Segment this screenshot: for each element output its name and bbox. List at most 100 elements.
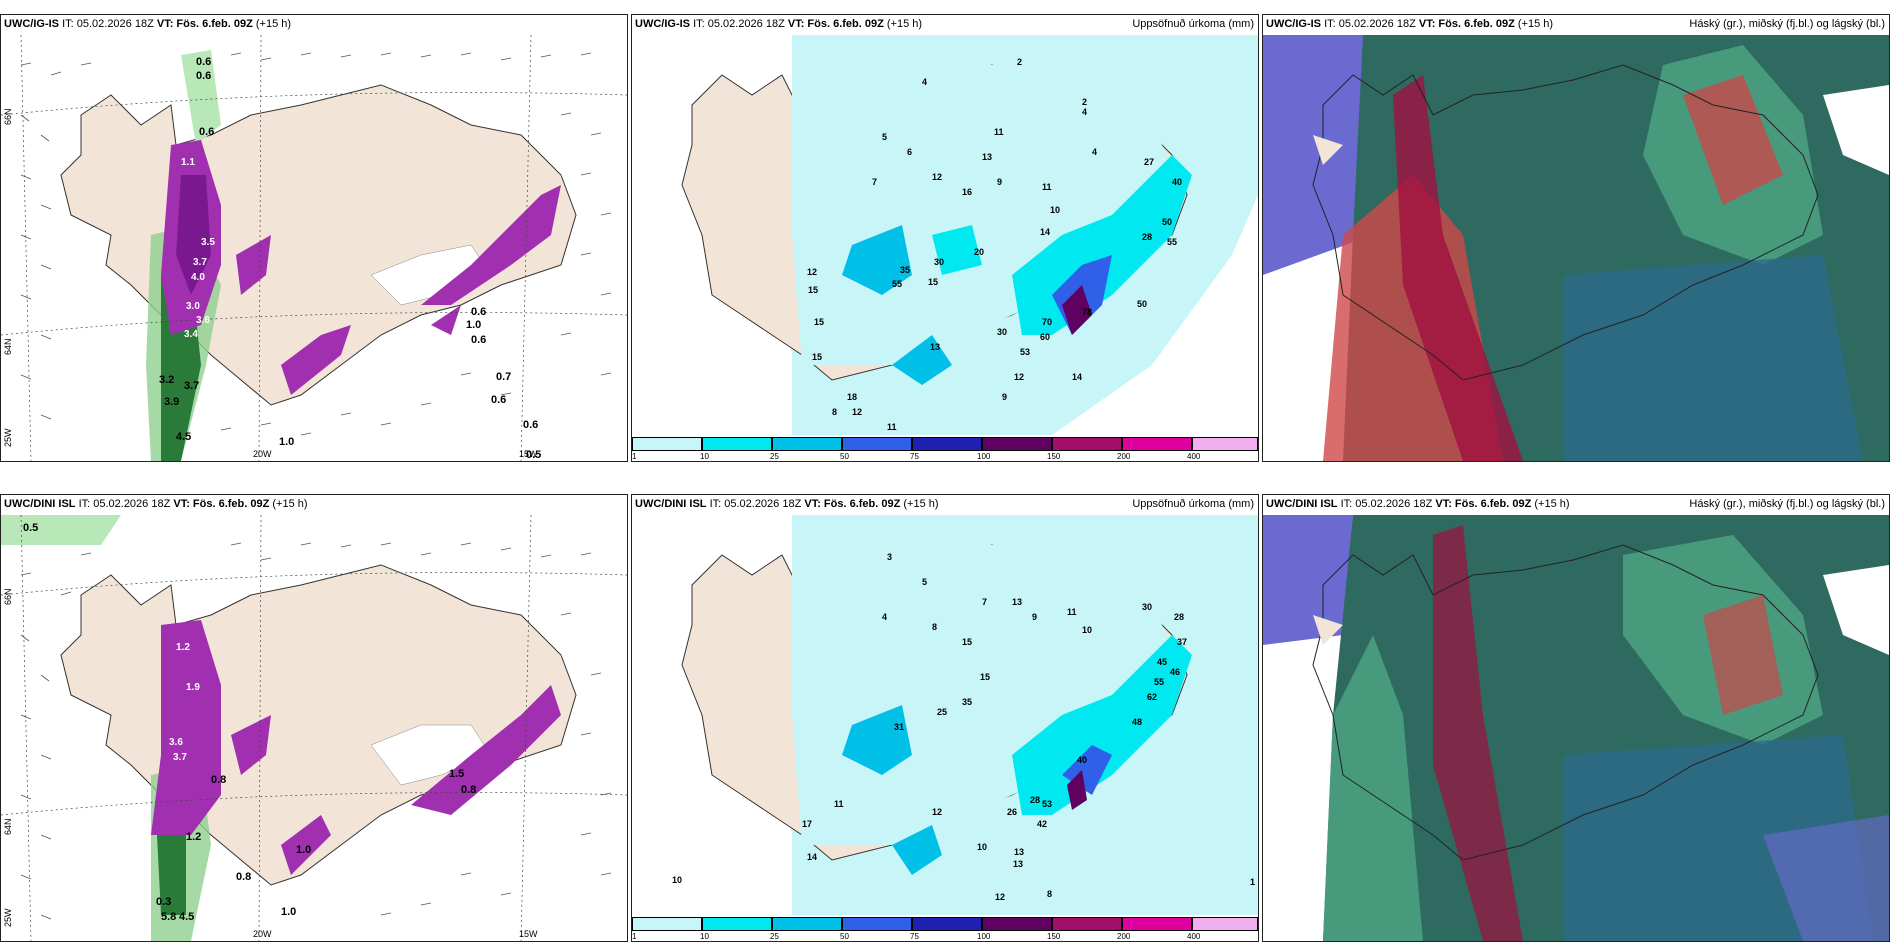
snow-wind-map: 0.5 1.2 1.9 3.6 3.7 0.8 1.2 0.3 5.8 4.5 …	[1, 515, 627, 941]
svg-text:15: 15	[808, 285, 818, 295]
svg-text:30: 30	[997, 327, 1007, 337]
precip-map: 2 4 5 6 7 11 13 12 16 9 11 4 10 14 27 40…	[632, 35, 1258, 461]
svg-text:1.2: 1.2	[176, 642, 190, 653]
lat-label: 66N	[3, 108, 13, 125]
svg-text:3.5: 3.5	[201, 237, 215, 248]
svg-text:5: 5	[922, 577, 927, 587]
svg-text:14: 14	[1040, 227, 1050, 237]
svg-text:0.6: 0.6	[491, 394, 506, 406]
svg-text:1.5: 1.5	[449, 768, 464, 780]
panel-cloud-dini: UWC/DINI ISL IT: 05.02.2026 18Z VT: Fös.…	[1262, 494, 1890, 942]
precip-colorbar: 1 10 25 50 75 100 150 200 400	[632, 435, 1258, 461]
svg-text:2: 2	[1017, 57, 1022, 67]
precip-map: 3 5 4 8 10 7 11 15 13 9 30 28 37 45 46 5…	[632, 515, 1258, 941]
svg-text:12: 12	[852, 407, 862, 417]
svg-text:3.7: 3.7	[184, 380, 199, 392]
svg-text:20: 20	[974, 247, 984, 257]
svg-text:12: 12	[932, 172, 942, 182]
svg-text:31: 31	[894, 722, 904, 732]
svg-text:15: 15	[812, 352, 822, 362]
svg-text:3.9: 3.9	[164, 396, 179, 408]
svg-text:53: 53	[1042, 799, 1052, 809]
svg-text:25: 25	[937, 707, 947, 717]
svg-text:13: 13	[1014, 847, 1024, 857]
svg-text:0.5: 0.5	[23, 522, 38, 534]
svg-text:60: 60	[1040, 332, 1050, 342]
svg-text:62: 62	[1147, 692, 1157, 702]
svg-text:4: 4	[1082, 107, 1087, 117]
svg-text:28: 28	[1174, 612, 1184, 622]
svg-text:12: 12	[1014, 372, 1024, 382]
svg-text:15: 15	[928, 277, 938, 287]
svg-text:48: 48	[1132, 717, 1142, 727]
svg-text:50: 50	[1162, 217, 1172, 227]
svg-text:0.8: 0.8	[461, 784, 476, 796]
svg-text:10: 10	[977, 842, 987, 852]
svg-text:35: 35	[900, 265, 910, 275]
svg-text:3.7: 3.7	[193, 257, 207, 268]
svg-text:8: 8	[832, 407, 837, 417]
svg-text:12: 12	[807, 267, 817, 277]
svg-text:0.6: 0.6	[471, 334, 486, 346]
svg-text:50: 50	[1137, 299, 1147, 309]
svg-text:3: 3	[887, 552, 892, 562]
svg-text:40: 40	[1172, 177, 1182, 187]
panel-title: UWC/IG-IS IT: 05.02.2026 18Z VT: Fös. 6.…	[635, 18, 1254, 30]
svg-text:1.0: 1.0	[296, 844, 311, 856]
snow-depth-labels: 0.5 1.2 1.9 3.6 3.7 0.8 1.2 0.3 5.8 4.5 …	[23, 522, 476, 923]
svg-text:9: 9	[1002, 392, 1007, 402]
svg-text:45: 45	[1157, 657, 1167, 667]
panel-title: UWC/IG-IS IT: 05.02.2026 18Z VT: Fös. 6.…	[4, 18, 292, 30]
svg-text:10: 10	[1050, 205, 1060, 215]
panel-title: UWC/DINI ISL IT: 05.02.2026 18Z VT: Fös.…	[4, 498, 308, 510]
svg-text:1.1: 1.1	[181, 157, 195, 168]
precip-amount-labels: 2 4 5 6 7 11 13 12 16 9 11 4 10 14 27 40…	[807, 57, 1182, 432]
lon-label: 15W	[519, 929, 538, 939]
lat-label: 64N	[3, 818, 13, 835]
svg-text:12: 12	[995, 892, 1005, 902]
panel-snow-dini: UWC/DINI ISL IT: 05.02.2026 18Z VT: Fös.…	[0, 494, 628, 942]
svg-text:3.6: 3.6	[169, 737, 183, 748]
svg-text:11: 11	[994, 127, 1004, 137]
svg-text:4.5: 4.5	[179, 911, 194, 923]
svg-text:0.8: 0.8	[211, 774, 226, 786]
svg-text:5.8: 5.8	[161, 911, 176, 923]
panel-precip-igis: UWC/IG-IS IT: 05.02.2026 18Z VT: Fös. 6.…	[631, 14, 1259, 462]
svg-text:1.0: 1.0	[279, 436, 294, 448]
svg-text:37: 37	[1177, 637, 1187, 647]
svg-text:3.0: 3.0	[186, 301, 200, 312]
lat-label: 66N	[3, 588, 13, 605]
svg-text:11: 11	[887, 422, 897, 432]
cloud-cover-map	[1263, 515, 1889, 941]
svg-text:0.6: 0.6	[196, 70, 211, 82]
svg-text:70: 70	[1042, 317, 1052, 327]
svg-text:55: 55	[892, 279, 902, 289]
svg-text:18: 18	[847, 392, 857, 402]
panel-snow-igis: UWC/IG-IS IT: 05.02.2026 18Z VT: Fös. 6.…	[0, 14, 628, 462]
svg-text:27: 27	[1144, 157, 1154, 167]
svg-text:4.0: 4.0	[191, 272, 205, 283]
svg-text:8: 8	[932, 622, 937, 632]
svg-text:53: 53	[1020, 347, 1030, 357]
svg-text:28: 28	[1142, 232, 1152, 242]
svg-text:13: 13	[930, 342, 940, 352]
svg-text:2: 2	[1082, 97, 1087, 107]
svg-text:10: 10	[672, 875, 682, 885]
svg-text:0.6: 0.6	[471, 306, 486, 318]
lon-label: 15W	[519, 449, 538, 459]
svg-text:16: 16	[962, 187, 972, 197]
svg-text:13: 13	[1013, 859, 1023, 869]
svg-text:55: 55	[1154, 677, 1164, 687]
svg-text:0.7: 0.7	[496, 371, 511, 383]
svg-text:26: 26	[1007, 807, 1017, 817]
svg-text:1.2: 1.2	[186, 831, 201, 843]
svg-text:3.4: 3.4	[184, 329, 198, 340]
svg-text:1: 1	[1250, 877, 1255, 887]
svg-text:14: 14	[807, 852, 817, 862]
panel-precip-dini: UWC/DINI ISL IT: 05.02.2026 18Z VT: Fös.…	[631, 494, 1259, 942]
svg-text:1.0: 1.0	[281, 906, 296, 918]
svg-text:35: 35	[962, 697, 972, 707]
svg-text:11: 11	[834, 799, 844, 809]
lon-label: 20W	[253, 449, 272, 459]
svg-text:0.3: 0.3	[156, 896, 171, 908]
